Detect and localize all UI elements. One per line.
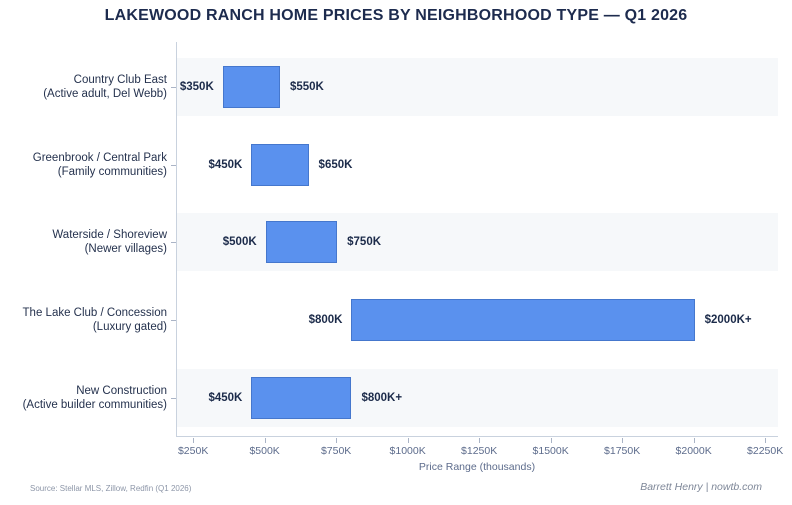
- range-bar: [251, 377, 352, 420]
- bar-high-label: $800K+: [361, 392, 403, 405]
- x-axis-tick: [550, 438, 552, 443]
- bar-low-label: $450K: [208, 158, 243, 171]
- y-axis-label-line2: (Family communities): [57, 165, 167, 178]
- y-axis-label-line2: (Newer villages): [84, 243, 167, 256]
- bar-low-label: $800K: [308, 314, 343, 327]
- x-axis-tick-label: $250K: [177, 445, 209, 457]
- y-axis-tick: [171, 242, 176, 244]
- x-axis-tick: [193, 438, 195, 443]
- x-axis-title: Price Range (thousands): [418, 461, 536, 473]
- x-axis-tick-label: $1750K: [604, 445, 641, 457]
- bar-low-label: $350K: [179, 80, 214, 93]
- x-axis-tick-label: $500K: [249, 445, 280, 457]
- y-axis-label: Waterside / Shoreview (Newer villages): [2, 228, 167, 256]
- chart-row: Country Club East (Active adult, Del Webb…: [43, 48, 778, 126]
- y-axis-label: Greenbrook / Central Park (Family communi…: [2, 151, 167, 179]
- x-axis-tick: [622, 438, 624, 443]
- chart-row: Waterside / Shoreview (Newer villages) $50…: [52, 204, 778, 282]
- chart-title: LAKEWOOD RANCH HOME PRICES BY NEIGHBORHO…: [104, 7, 688, 24]
- range-bar: [251, 143, 309, 186]
- y-axis-tick: [171, 164, 176, 166]
- chart-rows-container: Country Club East (Active adult, Del Webb…: [23, 48, 778, 437]
- x-axis-tick: [479, 438, 481, 443]
- x-axis-tick-label: $2250K: [747, 445, 784, 457]
- y-axis-label-line1: New Construction: [76, 385, 167, 398]
- x-axis-tick: [264, 438, 266, 443]
- x-axis-tick-label: $750K: [320, 445, 352, 457]
- x-axis-tick-label: $1250K: [461, 445, 498, 457]
- chart-row: The Lake Club / Concession (Luxury gated)…: [23, 281, 778, 359]
- x-axis-tick-label: $2000K: [675, 445, 712, 457]
- y-axis-label-line1: Greenbrook / Central Park: [32, 151, 167, 164]
- source-note: Source: Stellar MLS, Zillow, Redfin (Q1 …: [30, 484, 192, 493]
- bar-high-label: $550K: [289, 80, 324, 93]
- bar-high-label: $750K: [347, 236, 382, 249]
- y-axis-label: The Lake Club / Concession (Luxury gated): [2, 306, 167, 334]
- y-axis-tick: [171, 86, 176, 88]
- y-axis-label-line2: (Active builder communities): [22, 399, 167, 412]
- y-axis-label-line2: (Luxury gated): [92, 321, 167, 334]
- bar-high-label: $650K: [318, 158, 353, 171]
- y-axis-label: New Construction (Active builder communit…: [2, 384, 167, 412]
- chart-row: Greenbrook / Central Park (Family communi…: [33, 126, 778, 204]
- author-credit: Barrett Henry | nowtb.com: [640, 481, 762, 493]
- y-axis-label-line1: The Lake Club / Concession: [22, 307, 167, 320]
- y-axis-label-line2: (Active adult, Del Webb): [43, 87, 167, 100]
- y-axis-label-line1: Country Club East: [73, 73, 167, 86]
- x-axis-tick: [765, 438, 767, 443]
- bar-low-label: $500K: [222, 236, 257, 249]
- bar-high-label: $2000K+: [704, 314, 752, 327]
- chart-row: New Construction (Active builder communit…: [23, 359, 778, 437]
- plot-area: Country Club East (Active adult, Del Webb…: [23, 42, 778, 437]
- range-bar: [351, 299, 695, 342]
- range-bar: [222, 65, 280, 108]
- x-axis-tick-label: $1000K: [389, 445, 426, 457]
- y-axis-label: Country Club East (Active adult, Del Webb…: [2, 73, 167, 101]
- bar-low-label: $450K: [208, 392, 243, 405]
- range-bar: [265, 221, 338, 264]
- x-axis: Price Range (thousands) $250K $500K $750K $…: [176, 437, 783, 477]
- x-axis-tick: [407, 438, 409, 443]
- x-axis-tick-label: $1500K: [532, 445, 569, 457]
- y-axis-label-line1: Waterside / Shoreview: [52, 229, 167, 242]
- x-axis-tick: [336, 438, 338, 443]
- x-axis-tick: [693, 438, 695, 443]
- y-axis-tick: [171, 398, 176, 400]
- y-axis-tick: [171, 320, 176, 322]
